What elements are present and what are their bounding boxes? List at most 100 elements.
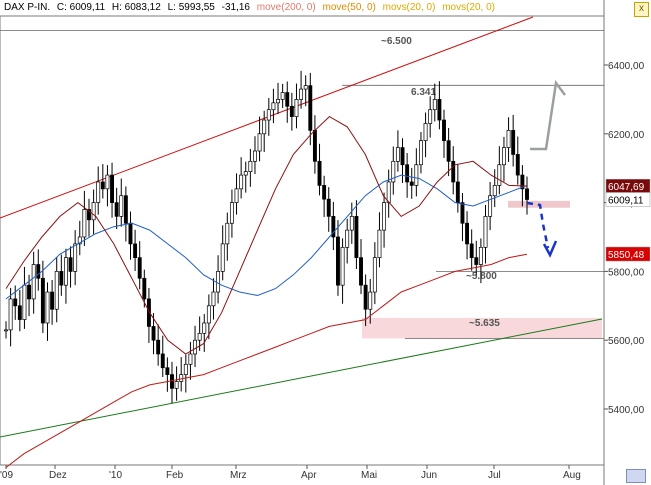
candle-body <box>211 291 216 307</box>
candle-body <box>40 277 45 324</box>
candle-body <box>174 381 179 389</box>
candle-body <box>455 181 460 203</box>
candle-body <box>59 271 64 286</box>
candle-body <box>308 85 313 131</box>
candle-body <box>289 105 294 117</box>
candle-body <box>206 305 211 324</box>
x-tick-label: '10 <box>109 470 122 481</box>
candle-body <box>220 243 225 272</box>
candle-body <box>234 188 239 203</box>
projection-arrowhead <box>542 240 558 258</box>
candle-body <box>239 174 244 190</box>
x-tick-label: Feb <box>166 470 184 481</box>
candle-body <box>257 133 262 152</box>
candle-body <box>31 264 36 300</box>
candle-body <box>326 198 331 217</box>
candle-body <box>451 160 456 183</box>
candle-body <box>160 353 165 369</box>
candle-body <box>285 92 290 107</box>
candle-body <box>202 322 207 334</box>
candle-body <box>17 305 22 320</box>
x-tick-label: Dez <box>49 470 67 481</box>
price-tag-label: 5850,48 <box>608 250 645 261</box>
x-tick-label: Jun <box>421 470 437 481</box>
ma20b-legend: movs(20, 0) <box>442 2 495 13</box>
candle-body <box>363 284 368 310</box>
price-tag <box>605 192 651 207</box>
candle-body <box>520 174 525 190</box>
candle-body <box>114 202 119 217</box>
projection-up-path <box>530 79 566 151</box>
price-tag <box>605 246 651 262</box>
candle-body <box>317 160 322 186</box>
candle-body <box>497 164 502 186</box>
candle-body <box>465 222 470 245</box>
ma50-legend: move(50, 0) <box>322 2 376 13</box>
candle-body <box>243 171 248 176</box>
plot-area <box>0 15 605 466</box>
candle-body <box>428 109 433 124</box>
high-value: H: 6083,12 <box>111 2 161 13</box>
candle-body <box>414 164 419 186</box>
candle-body <box>82 209 87 238</box>
candle-body <box>170 374 174 389</box>
candle-body <box>359 257 363 286</box>
candle-body <box>349 216 354 231</box>
ma20a-legend: movs(20, 0) <box>382 2 436 13</box>
candle-body <box>322 185 327 200</box>
x-tick-label: '09 <box>0 470 13 481</box>
y-tick-label: 6400,00 <box>608 61 645 72</box>
candle-body <box>419 140 423 166</box>
candle-body <box>197 332 202 341</box>
candle-body <box>395 147 400 162</box>
candle-body <box>423 123 428 142</box>
candle-body <box>229 202 234 224</box>
price-tag-label: 6047,69 <box>608 182 645 193</box>
candle-body <box>133 243 138 258</box>
candle-body <box>128 222 133 245</box>
chart-header: DAX P-IN. C: 6009,11 H: 6083,12 L: 5993,… <box>4 2 499 13</box>
candle-body <box>179 374 184 382</box>
candle-body <box>276 99 280 104</box>
candle-body <box>400 147 405 166</box>
close-chart-button[interactable]: x <box>634 2 649 17</box>
candle-body <box>391 160 396 183</box>
y-tick-label: 6200,00 <box>608 130 645 141</box>
candle-body <box>382 202 387 231</box>
candle-body <box>8 298 13 331</box>
chart-corner-icon[interactable] <box>626 469 646 483</box>
candle-body <box>87 209 91 221</box>
y-tick-label: 5600,00 <box>608 336 645 347</box>
candle-body <box>73 243 78 272</box>
candle-body <box>262 119 267 135</box>
change-value: -31,16 <box>221 2 250 13</box>
candle-body <box>446 140 451 162</box>
candle-body <box>409 181 414 186</box>
x-tick-label: Mai <box>361 470 377 481</box>
candle-body <box>63 257 68 286</box>
level-annotation: ~5.800 <box>466 271 497 282</box>
candle-body <box>225 222 230 245</box>
candle-body <box>119 195 124 217</box>
candle-body <box>478 246 483 265</box>
x-tick-label: Apr <box>301 470 317 481</box>
candle-body <box>110 174 114 203</box>
candle-body <box>54 271 59 310</box>
candle-body <box>386 181 391 203</box>
upper-channel-line <box>0 16 534 219</box>
moving-average-line <box>5 174 528 300</box>
candle-body <box>45 291 50 324</box>
candle-body <box>474 257 479 265</box>
candle-body <box>156 339 161 355</box>
projection-down-path <box>526 201 550 249</box>
candle-body <box>36 264 41 279</box>
candle-body <box>303 85 308 90</box>
candle-body <box>312 130 317 162</box>
candle-body <box>331 216 336 238</box>
candle-body <box>77 236 82 245</box>
candle-body <box>68 257 73 272</box>
candle-body <box>248 160 253 172</box>
y-tick-label: 5400,00 <box>608 405 645 416</box>
